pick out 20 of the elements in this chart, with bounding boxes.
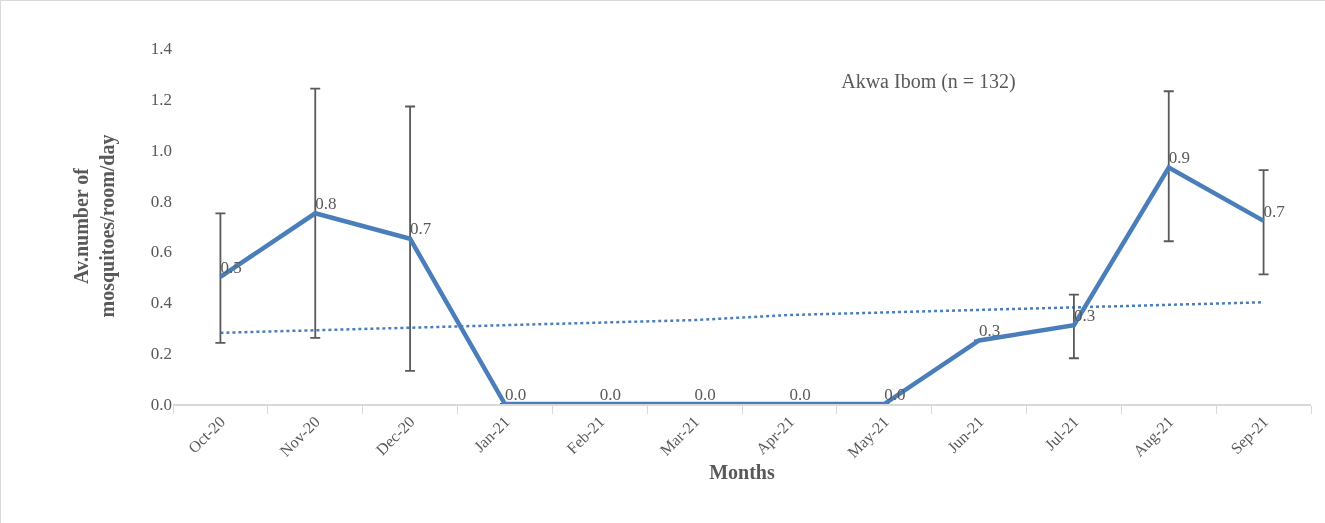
data-label: 0.0: [504, 384, 527, 404]
y-tick-label: 1.0: [150, 140, 172, 160]
data-label: 0.0: [694, 384, 716, 404]
data-label: 0.7: [410, 219, 432, 239]
y-tick-label: 0.6: [150, 242, 172, 262]
data-label: 0.7: [1263, 201, 1286, 221]
data-label: 0.0: [599, 384, 621, 404]
y-axis-title: Av.number of mosquitoes/room/day: [70, 134, 120, 318]
y-tick-label: 1.2: [150, 89, 172, 109]
data-label: 0.0: [789, 384, 811, 404]
y-tick-label: 0.2: [150, 344, 172, 364]
y-tick-label: 1.4: [150, 38, 173, 58]
x-axis-title: Months: [709, 460, 775, 483]
line-series: [218, 165, 1266, 404]
y-tick-label: 0.4: [150, 293, 173, 313]
y-tick-label: 0.8: [150, 191, 172, 211]
y-tick-label: 0.0: [150, 394, 172, 414]
data-label: 0.3: [979, 321, 1001, 341]
text: Akwa Ibom (n = 132): [841, 70, 1016, 93]
data-label: 0.8: [315, 194, 337, 214]
